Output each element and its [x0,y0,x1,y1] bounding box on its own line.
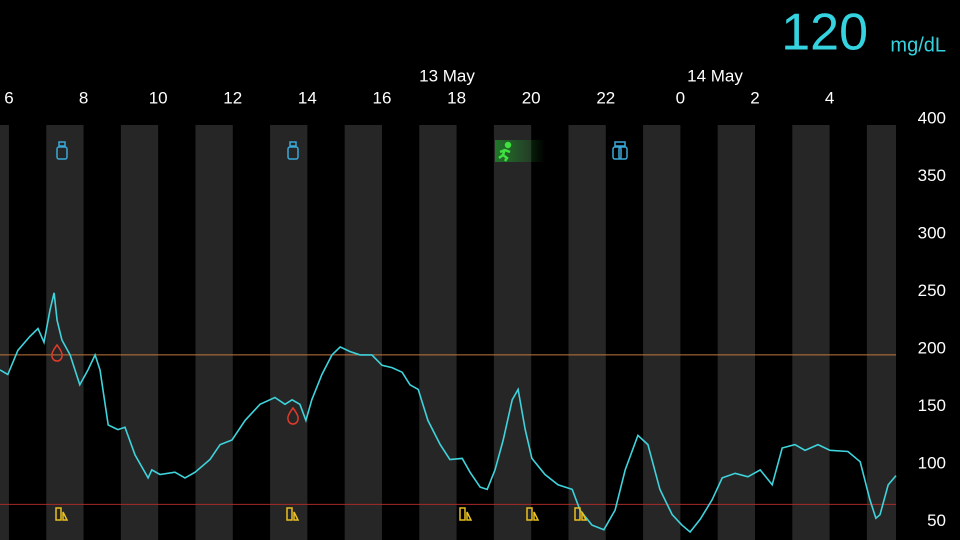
x-tick-label: 16 [373,88,392,107]
exercise-icon [498,141,512,162]
hour-band [643,125,681,540]
y-tick-label: 150 [918,396,946,415]
x-tick-label: 4 [825,88,834,107]
x-tick-label: 20 [522,88,541,107]
insulin-icon [56,141,628,160]
x-tick-label: 6 [4,88,13,107]
y-tick-label: 200 [918,339,946,358]
x-tick-label: 8 [79,88,88,107]
hour-bands [0,125,896,540]
x-tick-label: 22 [596,88,615,107]
hour-band [344,125,382,540]
date-label: 13 May [419,66,475,85]
x-tick-label: 10 [149,88,168,107]
x-tick-label: 0 [676,88,685,107]
y-tick-label: 100 [918,454,946,473]
hour-band [866,125,896,540]
hour-band [493,125,532,540]
hour-band [717,125,755,540]
hour-band [270,125,308,540]
date-label: 14 May [687,66,743,85]
hour-band [195,125,233,540]
hour-band [46,125,84,540]
unit: mg/dL [890,34,946,56]
hour-band [568,125,606,540]
x-tick-label: 14 [298,88,317,107]
x-tick-label: 12 [223,88,242,107]
y-tick-label: 400 [918,109,946,128]
x-tick-label: 2 [750,88,759,107]
hour-band [419,125,457,540]
hour-band [120,125,159,540]
hour-band [0,125,9,540]
hour-band [792,125,830,540]
y-tick-label: 350 [918,166,946,185]
test-strip-icon [55,507,588,521]
y-tick-label: 300 [918,224,946,243]
y-tick-label: 50 [927,511,946,530]
event-icons [51,140,628,521]
glucose-line [0,292,897,534]
blood-drop-icon [51,343,299,425]
current-value: 120 [781,4,868,62]
y-tick-label: 250 [918,281,946,300]
x-tick-label: 18 [447,88,466,107]
